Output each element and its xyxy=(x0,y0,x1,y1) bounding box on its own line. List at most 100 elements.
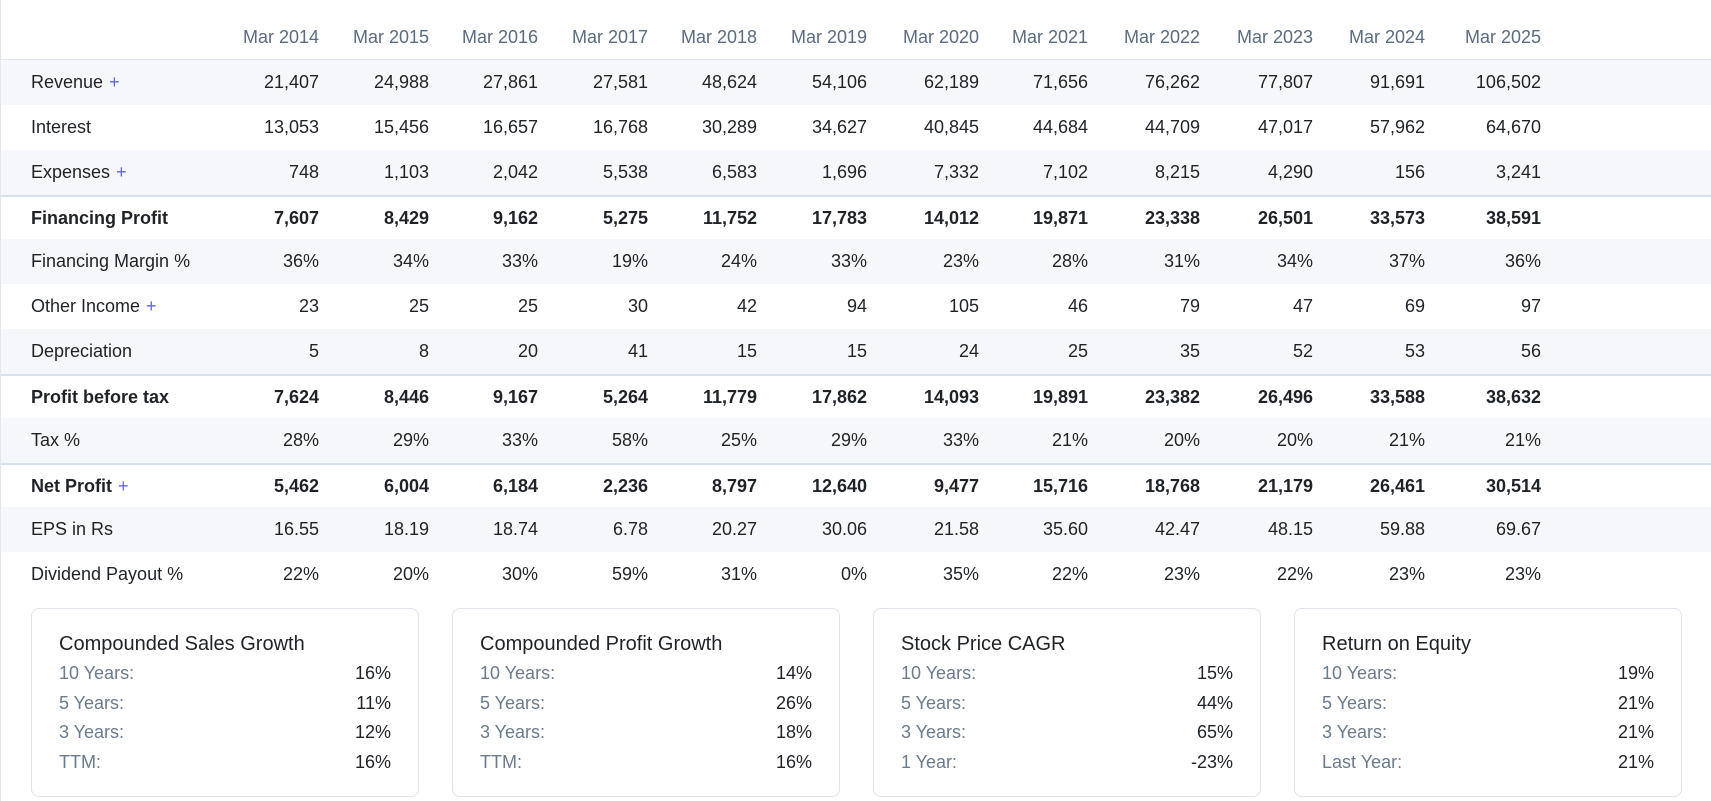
value-cell: 21,179 xyxy=(1257,475,1313,496)
value-cell: 23% xyxy=(1388,564,1425,584)
value-cell: 59% xyxy=(611,564,648,584)
table-row-other-income[interactable]: Other Income +23 25 25 30 42 94 105 46 79 47 69 97 xyxy=(1,284,1711,329)
column-header-cell: Mar 2018 xyxy=(680,27,757,47)
value-cell: 58% xyxy=(611,430,648,450)
row-cells: 22% 20% 30% 59% 31% 0% 35% 22% 23% 22% 23% 23% xyxy=(225,564,1711,585)
expand-plus-icon[interactable]: + xyxy=(118,475,129,496)
row-cells: 13,053 15,456 16,657 16,768 30,289 34,627 40,8… xyxy=(225,117,1711,138)
value-cell: 15,716 xyxy=(1032,475,1088,496)
column-header-cell: Mar 2020 xyxy=(902,27,979,47)
value-cell: 59.88 xyxy=(1379,519,1425,539)
row-cells: 5 8 20 41 15 15 24 25 35 52 53 56 xyxy=(225,341,1711,362)
value-cell: 21,407 xyxy=(263,72,319,92)
card-compounded-profit-growth: Compounded Profit Growth 10 Years: 14% 5 Ye… xyxy=(452,608,840,797)
card-row-value: -23% xyxy=(1190,751,1233,772)
value-cell: 8 xyxy=(418,341,429,361)
card-row-key: 3 Years: xyxy=(901,722,967,742)
row-cells: 16.55 18.19 18.74 6.78 20.27 30.06 21.58 35.60 4… xyxy=(225,519,1711,540)
value-cell: 7,102 xyxy=(1042,162,1088,182)
value-cell: 106,502 xyxy=(1475,72,1541,92)
value-cell: 20% xyxy=(392,564,429,584)
value-cell: 5,275 xyxy=(602,207,648,228)
card-row: 3 Years: 18% xyxy=(480,718,812,748)
row-cells: 23 25 25 30 42 94 105 46 79 47 69 97 xyxy=(225,296,1711,317)
growth-cards: Compounded Sales Growth 10 Years: 16% 5 Yea… xyxy=(31,608,1682,797)
value-cell: 23% xyxy=(1504,564,1541,584)
row-label-text: Profit before tax xyxy=(31,386,170,407)
card-row: 3 Years: 65% xyxy=(901,718,1233,748)
row-label[interactable]: Expenses + xyxy=(1,162,225,183)
value-cell: 33,588 xyxy=(1369,386,1425,407)
value-cell: 33% xyxy=(830,251,867,271)
value-cell: 19,871 xyxy=(1032,207,1088,228)
table-row-revenue[interactable]: Revenue +21,407 24,988 27,861 27,581 48,624 54… xyxy=(1,60,1711,105)
value-cell: 16,657 xyxy=(482,117,538,137)
card-return-on-equity: Return on Equity 10 Years: 19% 5 Years: 21% 3… xyxy=(1294,608,1682,797)
table-row-net-profit[interactable]: Net Profit +5,462 6,004 6,184 2,236 8,797 12,6… xyxy=(1,463,1711,507)
value-cell: 47 xyxy=(1292,296,1313,316)
value-cell: 56 xyxy=(1520,341,1541,361)
row-label-text: Financing Profit xyxy=(31,207,168,228)
value-cell: 24,988 xyxy=(373,72,429,92)
value-cell: 76,262 xyxy=(1144,72,1200,92)
value-cell: 6,004 xyxy=(383,475,429,496)
value-cell: 30,289 xyxy=(701,117,757,137)
value-cell: 47,017 xyxy=(1257,117,1313,137)
table-row-expenses[interactable]: Expenses +748 1,103 2,042 5,538 6,583 1,696 7,3… xyxy=(1,150,1711,195)
value-cell: 46 xyxy=(1067,296,1088,316)
row-label-text: Other Income xyxy=(31,296,141,316)
value-cell: 69.67 xyxy=(1495,519,1541,539)
value-cell: 36% xyxy=(1504,251,1541,271)
column-header-cell: Mar 2015 xyxy=(352,27,429,47)
value-cell: 15 xyxy=(736,341,757,361)
value-cell: 29% xyxy=(392,430,429,450)
value-cell: 6,184 xyxy=(492,475,538,496)
row-label-text: Expenses xyxy=(31,162,111,182)
card-row: 5 Years: 44% xyxy=(901,689,1233,719)
row-label[interactable]: Revenue + xyxy=(1,72,225,93)
card-row-key: 10 Years: xyxy=(480,663,556,683)
value-cell: 7,332 xyxy=(933,162,979,182)
table-row-financing-profit: Financing Profit 7,607 8,429 9,162 5,275 11,7… xyxy=(1,195,1711,239)
card-row-value: 26% xyxy=(775,692,812,713)
card-row-value: 15% xyxy=(1196,663,1233,683)
expand-plus-icon[interactable]: + xyxy=(116,162,127,182)
row-label[interactable]: Net Profit + xyxy=(1,476,225,497)
row-label-text: Interest xyxy=(31,117,92,137)
value-cell: 44,684 xyxy=(1032,117,1088,137)
value-cell: 13,053 xyxy=(263,117,319,137)
expand-plus-icon[interactable]: + xyxy=(146,296,157,316)
value-cell: 42.47 xyxy=(1154,519,1200,539)
value-cell: 23,382 xyxy=(1144,386,1200,407)
row-cells: 28% 29% 33% 58% 25% 29% 33% 21% 20% 20% 21% 21% xyxy=(225,430,1711,451)
card-row-value: 16% xyxy=(354,663,391,683)
card-title: Return on Equity xyxy=(1322,633,1471,655)
value-cell: 42 xyxy=(736,296,757,316)
card-row-key: Last Year: xyxy=(1322,751,1403,772)
row-label-text: Net Profit xyxy=(31,475,112,496)
row-label-text: Depreciation xyxy=(31,341,133,361)
value-cell: 17,862 xyxy=(811,386,867,407)
card-compounded-sales-growth: Compounded Sales Growth 10 Years: 16% 5 Yea… xyxy=(31,608,419,797)
value-cell: 30,514 xyxy=(1485,475,1541,496)
value-cell: 105 xyxy=(948,296,979,316)
value-cell: 57,962 xyxy=(1369,117,1425,137)
value-cell: 5,462 xyxy=(273,475,319,496)
value-cell: 54,106 xyxy=(811,72,867,92)
card-row-value: 44% xyxy=(1196,692,1233,713)
value-cell: 8,446 xyxy=(383,386,429,407)
card-row: 5 Years: 21% xyxy=(1322,689,1654,719)
value-cell: 34% xyxy=(392,251,429,271)
column-header-cell: Mar 2025 xyxy=(1464,27,1541,47)
value-cell: 64,670 xyxy=(1485,117,1541,137)
value-cell: 25% xyxy=(720,430,757,450)
column-header-cell: Mar 2019 xyxy=(790,27,867,47)
expand-plus-icon[interactable]: + xyxy=(109,72,120,92)
value-cell: 8,797 xyxy=(711,475,757,496)
card-row: Last Year: 21% xyxy=(1322,748,1654,778)
value-cell: 34% xyxy=(1276,251,1313,271)
value-cell: 5,538 xyxy=(602,162,648,182)
value-cell: 28% xyxy=(1051,251,1088,271)
card-row-value: 16% xyxy=(775,751,812,772)
row-label[interactable]: Other Income + xyxy=(1,296,225,317)
